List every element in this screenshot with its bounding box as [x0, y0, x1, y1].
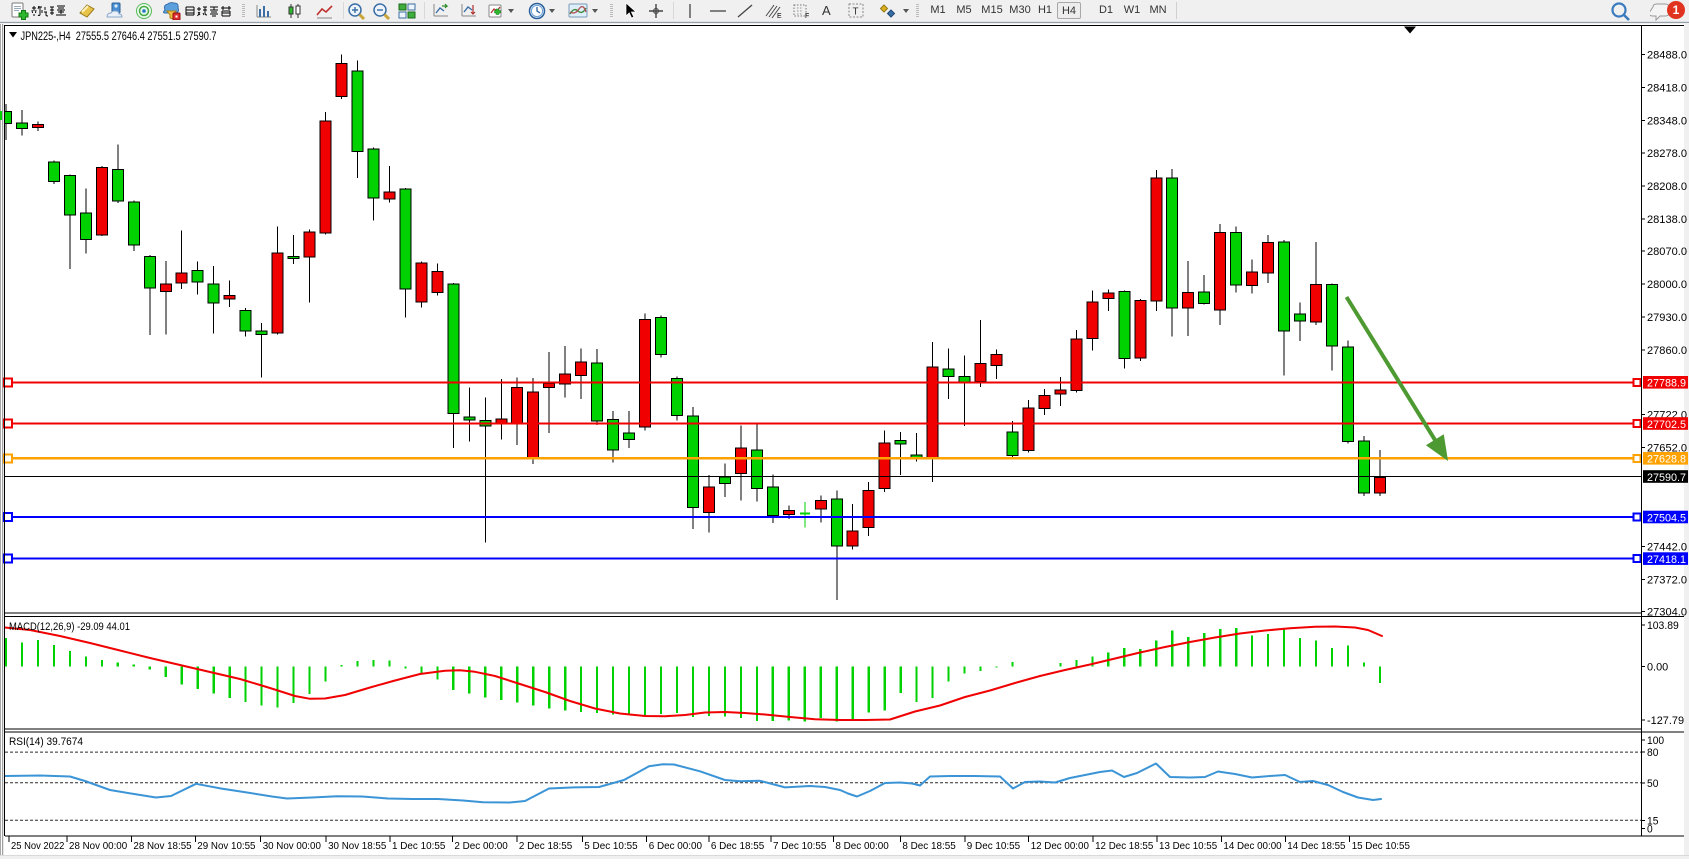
- svg-text:MACD(12,26,9) -29.09 44.01: MACD(12,26,9) -29.09 44.01: [9, 621, 130, 633]
- svg-text:28208.0: 28208.0: [1647, 181, 1687, 193]
- svg-text:27372.0: 27372.0: [1647, 574, 1687, 586]
- svg-text:28488.0: 28488.0: [1647, 50, 1687, 62]
- svg-text:1 Dec 10:55: 1 Dec 10:55: [392, 840, 445, 852]
- svg-text:28348.0: 28348.0: [1647, 115, 1687, 127]
- svg-text:27930.0: 27930.0: [1647, 312, 1687, 324]
- svg-text:F: F: [805, 13, 809, 19]
- svg-text:12 Dec 18:55: 12 Dec 18:55: [1095, 840, 1153, 852]
- svg-text:8 Dec 00:00: 8 Dec 00:00: [835, 840, 888, 852]
- svg-text:E: E: [777, 13, 782, 19]
- svg-text:27702.5: 27702.5: [1647, 419, 1686, 431]
- svg-text:0.00: 0.00: [1647, 662, 1668, 674]
- svg-text:27418.1: 27418.1: [1647, 554, 1686, 566]
- svg-text:14 Dec 18:55: 14 Dec 18:55: [1287, 840, 1345, 852]
- svg-text:13 Dec 10:55: 13 Dec 10:55: [1159, 840, 1217, 852]
- svg-text:28000.0: 28000.0: [1647, 279, 1687, 291]
- svg-text:27860.0: 27860.0: [1647, 345, 1687, 357]
- svg-text:28070.0: 28070.0: [1647, 246, 1687, 258]
- svg-text:25 Nov 2022: 25 Nov 2022: [11, 840, 64, 852]
- svg-text:28 Nov 00:00: 28 Nov 00:00: [69, 840, 127, 852]
- svg-text:27652.0: 27652.0: [1647, 443, 1687, 455]
- svg-text:27442.0: 27442.0: [1647, 541, 1687, 553]
- svg-text:27590.7: 27590.7: [1647, 472, 1686, 484]
- svg-text:80: 80: [1647, 747, 1658, 759]
- svg-text:9 Dec 10:55: 9 Dec 10:55: [967, 840, 1020, 852]
- svg-text:50: 50: [1647, 778, 1658, 790]
- svg-text:28278.0: 28278.0: [1647, 148, 1687, 160]
- svg-text:27504.5: 27504.5: [1647, 512, 1686, 524]
- svg-text:30 Nov 00:00: 30 Nov 00:00: [263, 840, 321, 852]
- svg-text:RSI(14) 39.7674: RSI(14) 39.7674: [9, 736, 83, 748]
- svg-text:15 Dec 10:55: 15 Dec 10:55: [1352, 840, 1410, 852]
- svg-text:8 Dec 18:55: 8 Dec 18:55: [902, 840, 955, 852]
- svg-text:-127.79: -127.79: [1647, 715, 1684, 727]
- svg-text:5 Dec 10:55: 5 Dec 10:55: [584, 840, 637, 852]
- svg-text:7 Dec 10:55: 7 Dec 10:55: [773, 840, 826, 852]
- svg-text:28 Nov 18:55: 28 Nov 18:55: [133, 840, 191, 852]
- svg-text:30 Nov 18:55: 30 Nov 18:55: [328, 840, 386, 852]
- svg-text:JPN225-,H4 27555.5 27646.4 27: JPN225-,H4 27555.5 27646.4 27551.5 27590…: [21, 31, 217, 43]
- svg-text:2 Dec 00:00: 2 Dec 00:00: [454, 840, 507, 852]
- svg-text:6 Dec 00:00: 6 Dec 00:00: [649, 840, 702, 852]
- svg-text:15: 15: [1647, 815, 1658, 827]
- svg-text:2 Dec 18:55: 2 Dec 18:55: [519, 840, 572, 852]
- svg-text:0: 0: [1647, 824, 1653, 836]
- svg-text:27628.8: 27628.8: [1647, 454, 1686, 466]
- svg-text:103.89: 103.89: [1647, 620, 1679, 632]
- svg-text:28138.0: 28138.0: [1647, 214, 1687, 226]
- svg-text:T: T: [853, 7, 859, 18]
- svg-text:27304.0: 27304.0: [1647, 606, 1687, 618]
- svg-text:12 Dec 00:00: 12 Dec 00:00: [1031, 840, 1089, 852]
- svg-text:1: 1: [1673, 3, 1680, 17]
- svg-text:29 Nov 10:55: 29 Nov 10:55: [197, 840, 255, 852]
- svg-text:28418.0: 28418.0: [1647, 82, 1687, 94]
- svg-text:6 Dec 18:55: 6 Dec 18:55: [711, 840, 764, 852]
- svg-text:14 Dec 00:00: 14 Dec 00:00: [1223, 840, 1281, 852]
- svg-text:27788.9: 27788.9: [1647, 378, 1686, 390]
- svg-text:100: 100: [1647, 735, 1664, 747]
